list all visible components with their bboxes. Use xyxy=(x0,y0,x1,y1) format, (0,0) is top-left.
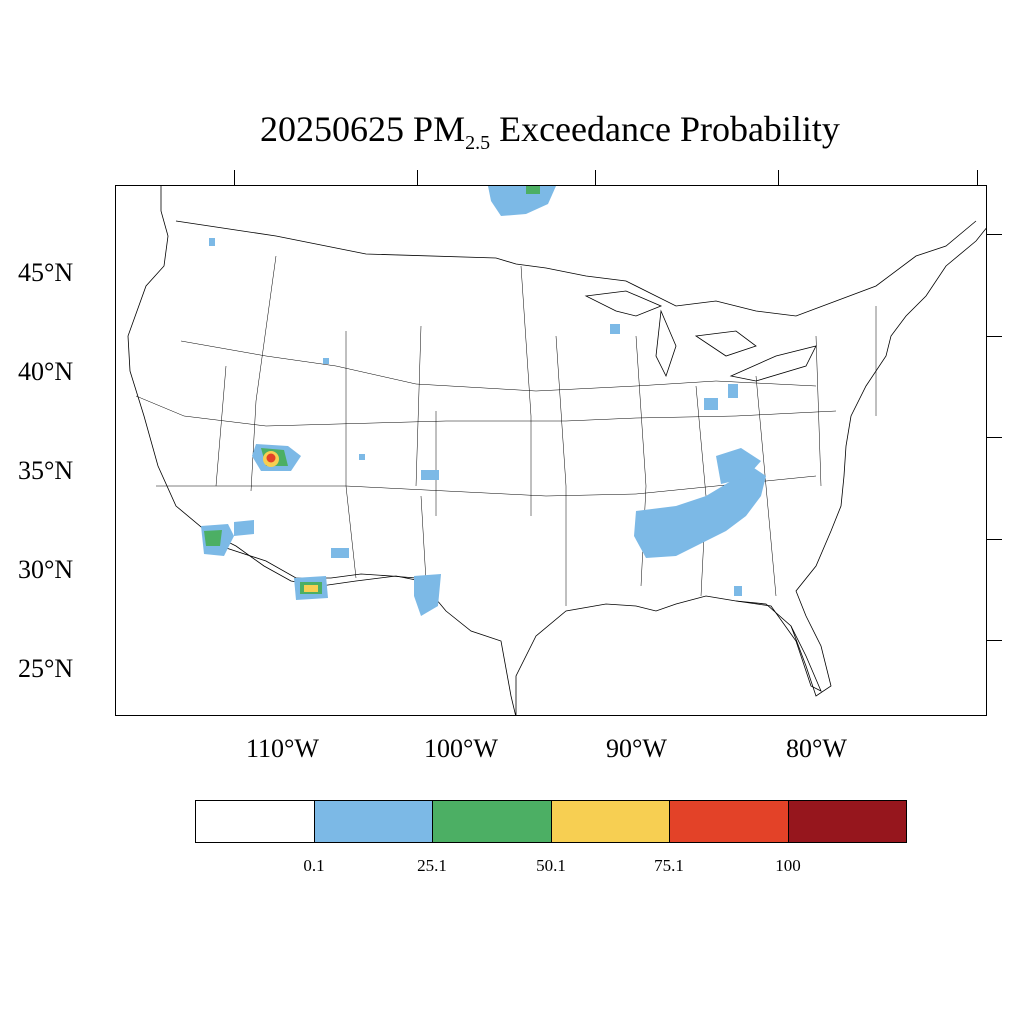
hotspot-southern-arizona-high xyxy=(304,585,318,592)
right-tick xyxy=(987,437,1002,438)
hotspot-kansas xyxy=(359,454,365,460)
legend-swatch xyxy=(314,801,433,842)
lat-label-25: 25°N xyxy=(18,654,74,683)
lat-label-40: 40°N xyxy=(18,357,74,386)
map-frame xyxy=(115,185,987,716)
hotspot-wisconsin xyxy=(610,324,620,334)
right-tick xyxy=(987,234,1002,235)
hotspot-texas xyxy=(414,574,441,616)
right-tick xyxy=(987,336,1002,337)
hotspot-new-mexico xyxy=(331,548,349,558)
map-title: 20250625 PM2.5 Exceedance Probability xyxy=(260,109,840,154)
top-tick xyxy=(595,170,596,185)
legend-swatch xyxy=(551,801,670,842)
lat-label-45: 45°N xyxy=(18,258,74,287)
hotspot-wyoming xyxy=(323,358,329,364)
great-lakes xyxy=(584,290,817,382)
color-legend xyxy=(195,800,907,843)
legend-label: 25.1 xyxy=(417,856,447,875)
legend-label: 100 xyxy=(775,856,801,875)
hotspot-ohio xyxy=(704,398,718,410)
top-tick xyxy=(977,170,978,185)
right-tick xyxy=(987,640,1002,641)
prob-hotspots xyxy=(201,186,766,616)
hotspot-northern-arizona-max xyxy=(266,453,276,463)
legend-label: 50.1 xyxy=(536,856,566,875)
border-south xyxy=(213,543,417,579)
top-tick xyxy=(234,170,235,185)
lon-label-100: 100°W xyxy=(424,734,498,763)
lon-label-80: 80°W xyxy=(786,734,847,763)
right-tick xyxy=(987,539,1002,540)
hotspot-california-extra xyxy=(234,520,254,536)
hotspot-tennessee xyxy=(716,448,761,484)
top-tick xyxy=(778,170,779,185)
legend-swatch xyxy=(433,801,552,842)
lon-label-90: 90°W xyxy=(606,734,667,763)
coastline xyxy=(127,186,986,715)
florida xyxy=(735,600,822,692)
legend-swatch xyxy=(670,801,789,842)
hotspot-california-border-mid xyxy=(204,530,222,546)
lat-label-35: 35°N xyxy=(18,456,74,485)
border-north xyxy=(175,220,977,317)
hotspot-colorado xyxy=(421,470,439,480)
top-tick xyxy=(417,170,418,185)
lon-label-110: 110°W xyxy=(246,734,319,763)
hotspot-minnesota-border-mid xyxy=(526,186,540,194)
legend-swatch xyxy=(788,801,906,842)
hotspot-southeast xyxy=(634,466,766,558)
legend-swatch xyxy=(196,801,315,842)
hotspot-montana xyxy=(209,238,215,246)
hotspot-georgia xyxy=(734,586,742,596)
hotspot-indiana xyxy=(728,384,738,398)
lat-label-30: 30°N xyxy=(18,555,74,584)
us-map xyxy=(127,186,986,715)
legend-label: 0.1 xyxy=(303,856,325,875)
hotspot-minnesota-border xyxy=(488,186,556,216)
legend-label: 75.1 xyxy=(654,856,684,875)
